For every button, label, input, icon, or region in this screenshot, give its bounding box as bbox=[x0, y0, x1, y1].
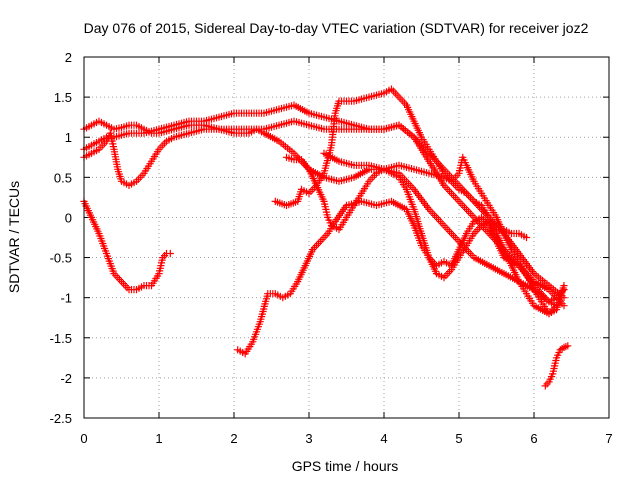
series-track-7 bbox=[282, 153, 561, 318]
y-tick-label: 0.5 bbox=[54, 170, 72, 185]
x-tick-label: 1 bbox=[155, 431, 162, 446]
plot-frame bbox=[83, 56, 610, 419]
y-tick-label: -1.5 bbox=[50, 331, 72, 346]
series-markers bbox=[282, 153, 561, 318]
y-tick-label: -2 bbox=[60, 371, 72, 386]
y-tick-label: -2.5 bbox=[50, 411, 72, 426]
y-tick-label: 0 bbox=[65, 210, 72, 225]
series-markers bbox=[541, 342, 572, 390]
y-tick-label: 1.5 bbox=[54, 90, 72, 105]
x-tick-label: 2 bbox=[230, 431, 237, 446]
chart-title: Day 076 of 2015, Sidereal Day-to-day VTE… bbox=[84, 20, 589, 36]
series-markers bbox=[80, 197, 174, 294]
x-tick-label: 4 bbox=[380, 431, 387, 446]
x-tick-label: 7 bbox=[605, 431, 612, 446]
y-tick-label: -0.5 bbox=[50, 251, 72, 266]
y-tick-label: -1 bbox=[60, 291, 72, 306]
x-tick-label: 0 bbox=[80, 431, 87, 446]
grid-lines bbox=[84, 57, 609, 418]
series-track-9 bbox=[541, 342, 572, 390]
x-axis-label: GPS time / hours bbox=[292, 458, 399, 474]
series-track-8 bbox=[320, 149, 568, 318]
y-axis-label: SDTVAR / TECUs bbox=[6, 181, 22, 293]
y-tick-label: 1 bbox=[65, 130, 72, 145]
x-tick-label: 3 bbox=[305, 431, 312, 446]
x-tick-label: 5 bbox=[455, 431, 462, 446]
y-tick-label: 2 bbox=[65, 50, 72, 65]
axis-ticks: 0 1 2 3 4 5 6 7 2 1.5 1 0.5 0 -0.5 -1 -1.5 -2 -2.5 bbox=[50, 50, 613, 446]
data-series-group bbox=[80, 85, 572, 390]
x-tick-label: 6 bbox=[530, 431, 537, 446]
series-markers bbox=[320, 149, 568, 318]
series-track-1 bbox=[80, 197, 174, 294]
